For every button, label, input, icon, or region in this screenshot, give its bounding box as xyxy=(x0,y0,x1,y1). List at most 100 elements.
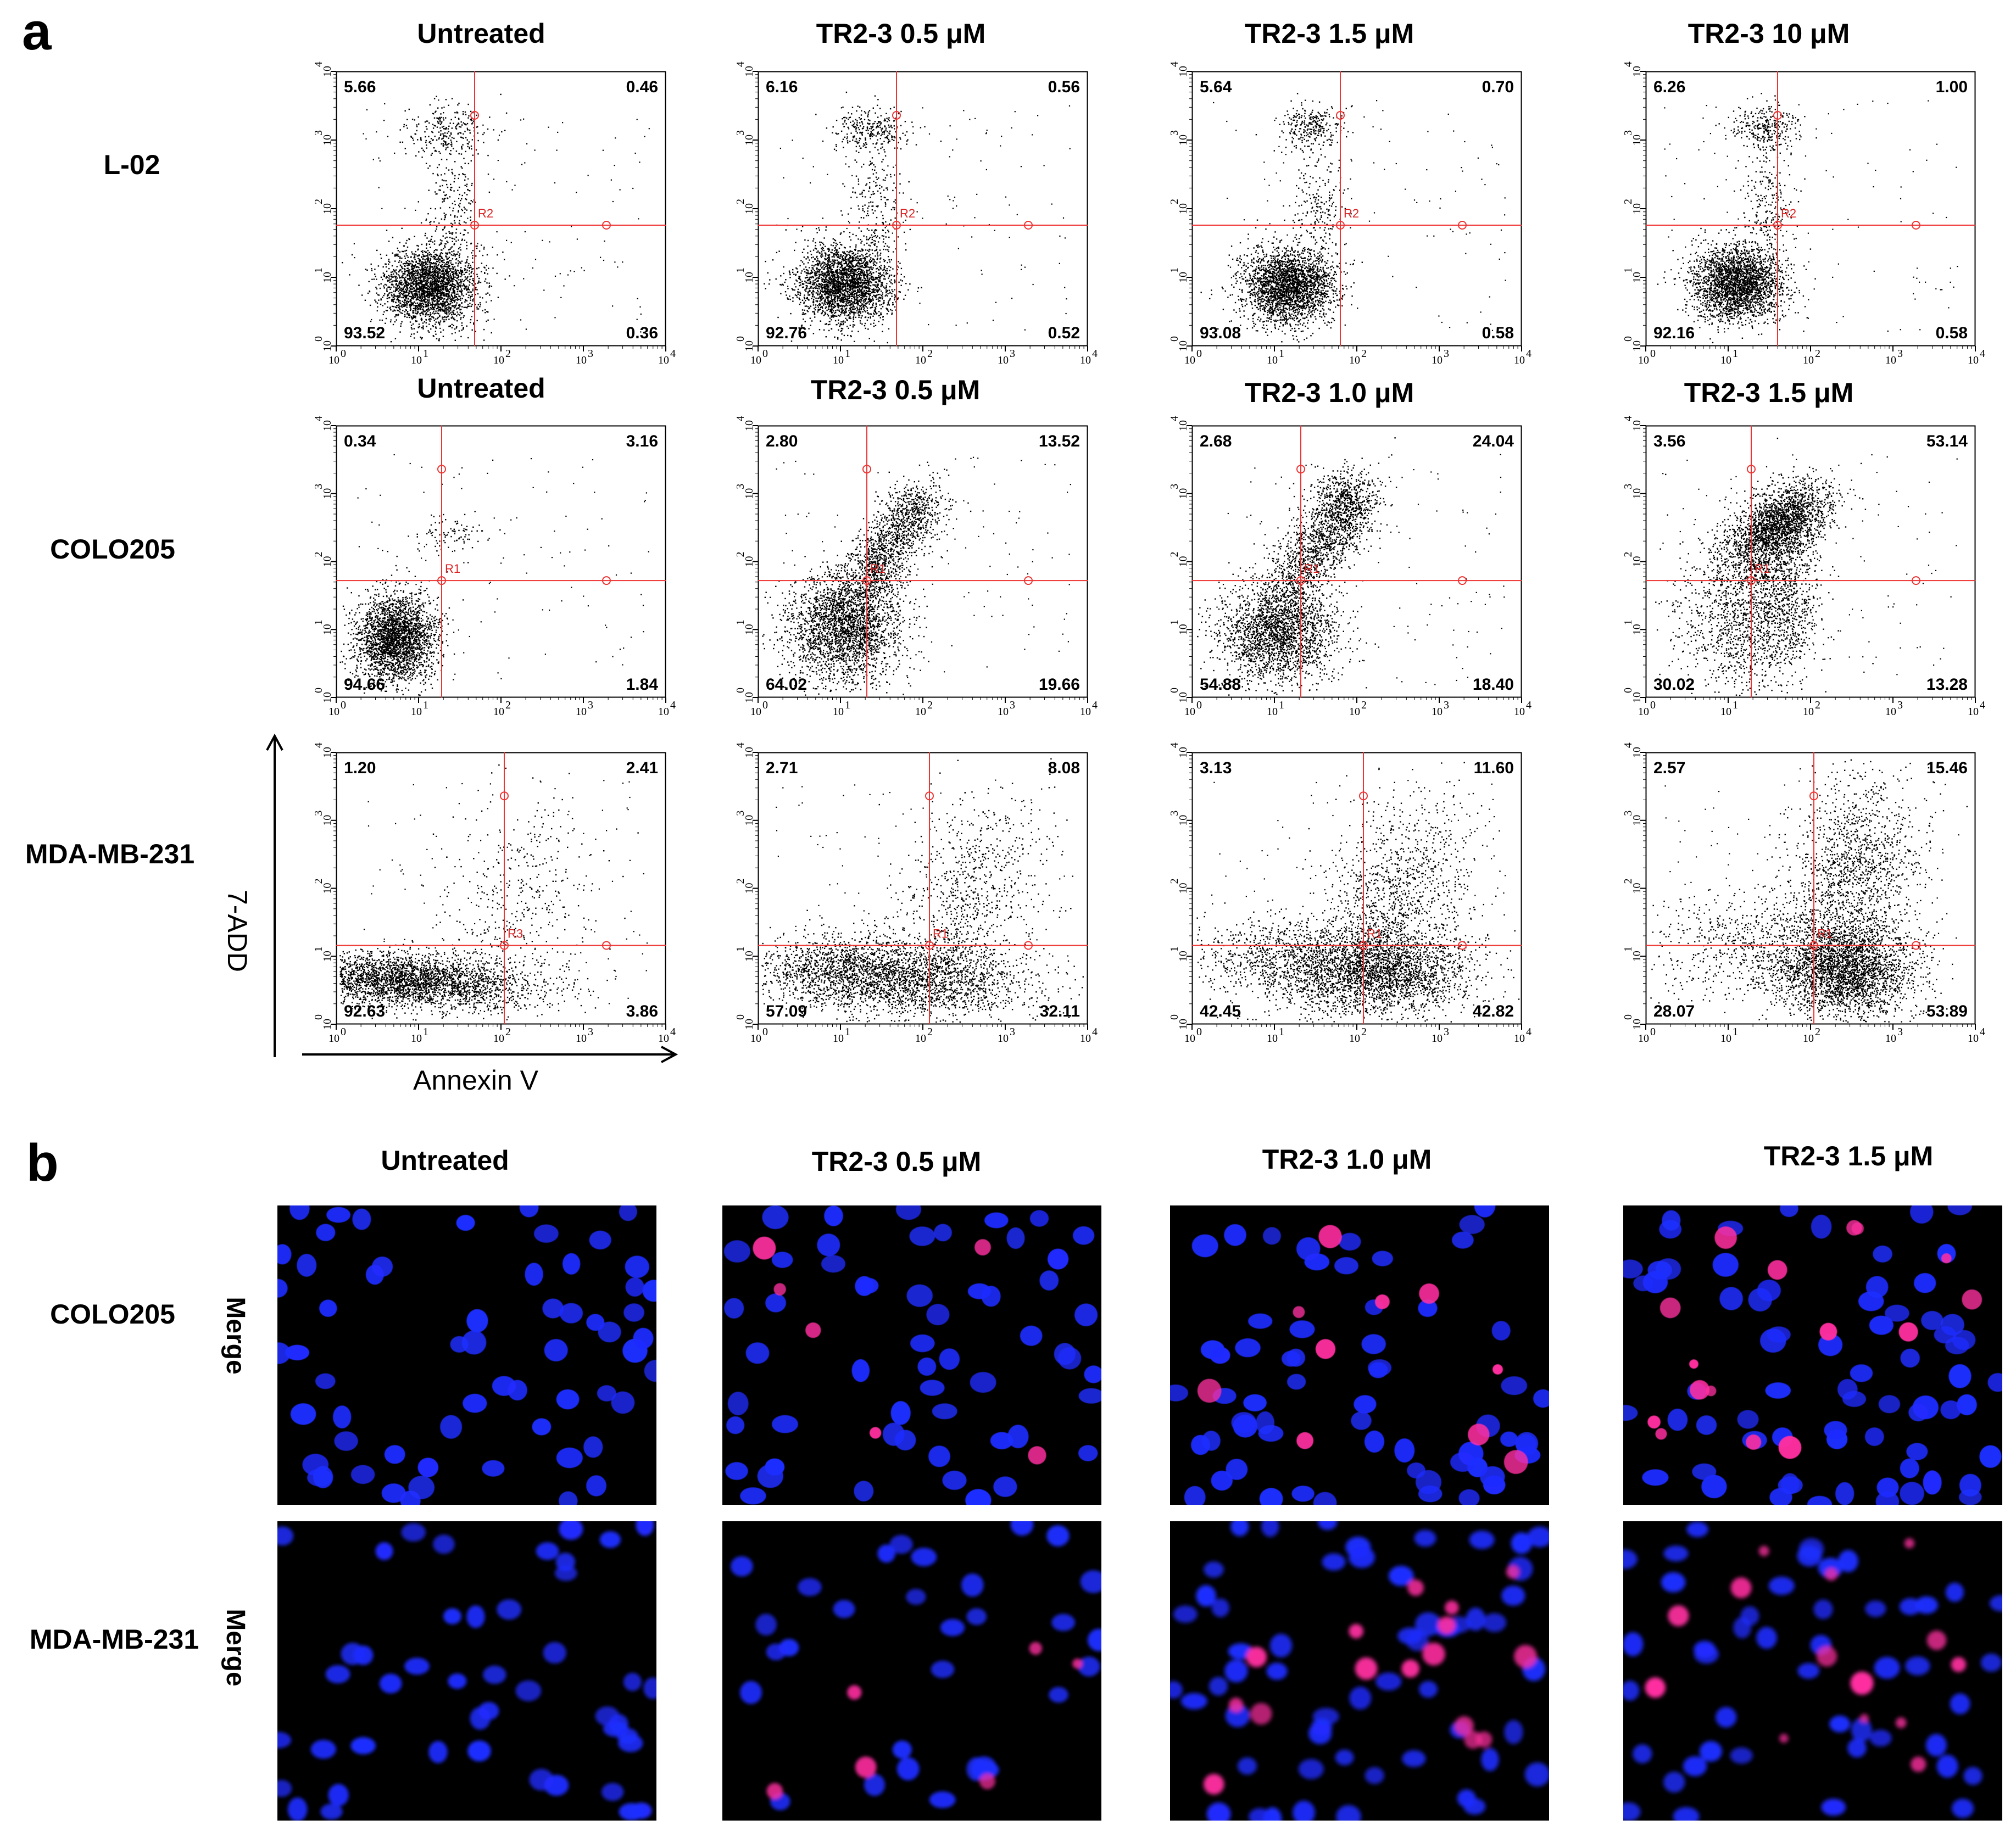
gate-handle xyxy=(1024,576,1033,585)
title-b-10: TR2-3 1.0 μM xyxy=(1127,1146,1567,1173)
apoptotic-cell xyxy=(1407,1579,1424,1596)
x-tick-label: 10 xyxy=(328,1032,339,1045)
y-tick-exponent: 3 xyxy=(313,484,325,489)
nucleus xyxy=(1202,1431,1221,1451)
nucleus xyxy=(1266,1662,1288,1680)
quadrant-value-ur: 13.52 xyxy=(1039,432,1080,450)
x-tick-exponent: 2 xyxy=(505,699,511,711)
quadrant-value-ul: 2.71 xyxy=(766,759,798,777)
nucleus xyxy=(352,1208,371,1230)
x-tick-label: 10 xyxy=(1184,354,1195,366)
y-tick-label: 10 xyxy=(1631,624,1643,635)
nucleus xyxy=(1623,1632,1644,1656)
x-tick-exponent: 0 xyxy=(1650,348,1656,360)
x-tick-exponent: 3 xyxy=(588,699,593,711)
nucleus xyxy=(1206,1802,1231,1821)
nucleus xyxy=(970,1372,996,1393)
title-l02-10: TR2-3 10 μM xyxy=(1549,20,1989,47)
x-tick-exponent: 0 xyxy=(1650,699,1656,711)
nucleus xyxy=(1336,1805,1361,1821)
nucleus xyxy=(990,1432,1013,1449)
y-tick-label: 10 xyxy=(743,747,755,758)
nucleus xyxy=(315,1373,336,1389)
gate-handle xyxy=(500,941,509,950)
nucleus xyxy=(625,1277,644,1297)
flow-plot: R3 1.20 2.41 92.63 3.86 10 0 10 1 10 2 10 3 10 4 10 0 10 1… xyxy=(313,743,676,1045)
apoptotic-cell xyxy=(1445,1600,1459,1615)
y-tick-exponent: 1 xyxy=(734,946,747,952)
nucleus xyxy=(1482,1613,1507,1632)
x-tick-label: 10 xyxy=(1080,354,1091,366)
y-tick-label: 10 xyxy=(1177,815,1189,826)
nucleus xyxy=(906,1589,926,1605)
y-tick-label: 10 xyxy=(1177,624,1189,635)
apoptotic-cell xyxy=(1850,1671,1874,1695)
micrograph-svg xyxy=(1623,1521,2002,1821)
nucleus xyxy=(817,1233,840,1257)
apoptotic-cell xyxy=(1647,1415,1661,1429)
gate-label: R1 xyxy=(1367,926,1382,940)
gate-handle xyxy=(1336,221,1345,230)
y-tick-label: 10 xyxy=(743,488,755,499)
gate-handle xyxy=(925,791,934,801)
quadrant-value-lr: 18.40 xyxy=(1473,676,1514,694)
nucleus xyxy=(1876,1477,1899,1498)
x-tick-label: 10 xyxy=(833,1032,844,1045)
nucleus xyxy=(515,1680,542,1701)
nucleus xyxy=(1313,1492,1337,1505)
nucleus xyxy=(1730,1747,1753,1764)
x-tick-label: 10 xyxy=(1432,706,1443,718)
apoptotic-cell xyxy=(1767,1260,1787,1280)
plot-frame xyxy=(336,71,666,347)
y-tick-exponent: 3 xyxy=(1622,130,1634,136)
apoptotic-cell xyxy=(1438,1616,1456,1634)
title-colo-15: TR2-3 1.5 μM xyxy=(1549,379,1989,406)
apoptotic-cell xyxy=(1962,1289,1982,1310)
apoptotic-cell xyxy=(753,1236,776,1260)
nucleus xyxy=(854,1481,874,1501)
nucleus xyxy=(618,1734,643,1752)
x-tick-label: 10 xyxy=(1885,706,1896,718)
nucleus xyxy=(1623,1681,1640,1701)
nucleus xyxy=(326,1207,350,1223)
gate-label: R2 xyxy=(900,206,915,220)
nucleus xyxy=(544,1774,569,1796)
apoptotic-cell xyxy=(1464,1730,1482,1749)
x-tick-exponent: 0 xyxy=(1196,699,1202,711)
row-label-b-colo205: COLO205 xyxy=(0,1300,239,1328)
event-dots xyxy=(339,454,649,696)
x-tick-label: 10 xyxy=(411,1032,422,1045)
y-tick-exponent: 4 xyxy=(1168,62,1180,67)
nucleus xyxy=(1865,1600,1886,1617)
nucleus xyxy=(1248,1313,1273,1329)
x-tick-label: 10 xyxy=(1638,354,1649,366)
nucleus xyxy=(740,1681,762,1704)
apoptotic-cell xyxy=(766,1783,783,1799)
x-tick-label: 10 xyxy=(1080,1032,1091,1045)
x-tick-exponent: 1 xyxy=(1279,1026,1284,1038)
y-tick-exponent: 4 xyxy=(313,416,325,421)
nucleus xyxy=(882,1422,905,1446)
micrograph-svg xyxy=(277,1205,656,1505)
nucleus xyxy=(277,1526,294,1546)
gate-handle xyxy=(1912,221,1920,230)
apoptotic-cell xyxy=(855,1756,877,1778)
gate-handle xyxy=(1359,941,1368,950)
title-b-15: TR2-3 1.5 μM xyxy=(1629,1142,2016,1170)
nucleus xyxy=(1910,1205,1934,1224)
x-tick-exponent: 1 xyxy=(1733,348,1738,360)
x-tick-exponent: 3 xyxy=(588,1026,593,1038)
apoptotic-cell xyxy=(1846,1220,1862,1236)
nucleus xyxy=(1923,1470,1942,1495)
nucleus xyxy=(384,1445,405,1464)
event-dots xyxy=(761,758,1084,1023)
y-tick-label: 10 xyxy=(1631,135,1643,146)
x-tick-exponent: 0 xyxy=(1196,1026,1202,1038)
quadrant-value-ul: 0.34 xyxy=(344,432,376,450)
gate-handle xyxy=(1336,111,1345,120)
nucleus xyxy=(1663,1545,1689,1561)
nucleus xyxy=(1051,1614,1076,1631)
nucleus xyxy=(350,1465,375,1484)
